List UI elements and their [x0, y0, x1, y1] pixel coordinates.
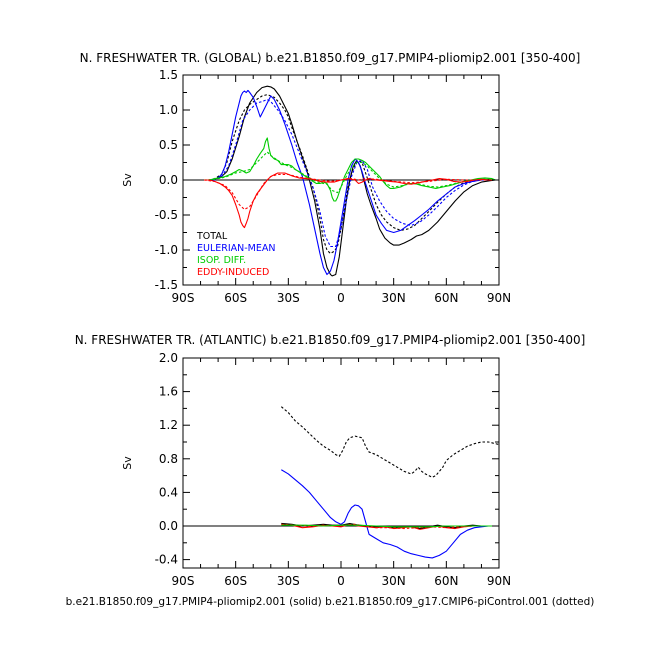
series-line-isop-diff: [281, 524, 496, 528]
atlantic-chart-panel: N. FRESHWATER TR. (ATLANTIC) b.e21.B1850…: [75, 333, 586, 588]
x-tick-label: 0: [337, 574, 345, 588]
series-line-isop-diff-control: [204, 151, 496, 194]
y-tick-label: 0.0: [159, 173, 178, 187]
chart-title: N. FRESHWATER TR. (ATLANTIC) b.e21.B1850…: [75, 333, 586, 347]
y-tick-label: 1.2: [159, 418, 178, 432]
footer-solid-caption: b.e21.B1850.f09_g17.PMIP4-pliomip2.001 (…: [65, 596, 322, 608]
legend-item-isop-diff: ISOP. DIFF.: [197, 255, 246, 266]
y-tick-label: 2.0: [159, 351, 178, 365]
series-line-eulerian-mean: [281, 469, 496, 559]
footer-caption: b.e21.B1850.f09_g17.PMIP4-pliomip2.001 (…: [0, 596, 660, 608]
global-chart-panel: N. FRESHWATER TR. (GLOBAL) b.e21.B1850.f…: [80, 51, 581, 305]
y-tick-label: -0.4: [155, 553, 178, 567]
x-tick-label: 30S: [277, 574, 300, 588]
x-tick-label: 60N: [434, 291, 458, 305]
series-line-isop-diff: [204, 137, 496, 202]
x-tick-label: 60S: [224, 291, 247, 305]
series-line-eddy-induced-control: [203, 173, 496, 210]
y-tick-label: 1.6: [159, 385, 178, 399]
footer-dotted-caption: b.e21.B1850.f09_g17.CMIP6-piControl.001 …: [325, 596, 595, 608]
y-tick-label: 0.5: [159, 138, 178, 152]
chart-title: N. FRESHWATER TR. (GLOBAL) b.e21.B1850.f…: [80, 51, 581, 65]
series-line-eulerian-mean-control: [204, 98, 496, 248]
y-tick-label: -1.0: [155, 243, 178, 257]
series-line-total-control: [204, 94, 496, 255]
y-axis-label: Sv: [121, 456, 134, 470]
y-tick-label: -1.5: [155, 278, 178, 292]
y-tick-label: 1.5: [159, 68, 178, 82]
x-tick-label: 60S: [224, 574, 247, 588]
y-tick-label: 0.0: [159, 519, 178, 533]
legend-item-total: TOTAL: [196, 231, 228, 242]
series-line-eddy-induced: [204, 172, 496, 229]
legend-item-eddy-induced: EDDY-INDUCED: [197, 267, 269, 278]
series-line-total-control: [280, 406, 500, 478]
x-tick-label: 0: [337, 291, 345, 305]
x-tick-label: 30S: [277, 291, 300, 305]
x-tick-label: 90S: [172, 574, 195, 588]
series-line-eddy-induced-control: [281, 523, 496, 530]
x-tick-label: 30N: [382, 291, 406, 305]
y-tick-label: -0.5: [155, 208, 178, 222]
series-line-total: [204, 85, 496, 277]
legend-item-eulerian-mean: EULERIAN-MEAN: [197, 243, 276, 254]
x-tick-label: 90S: [172, 291, 195, 305]
y-tick-label: 0.8: [159, 452, 178, 466]
x-tick-label: 30N: [382, 574, 406, 588]
series-line-eulerian-mean: [204, 89, 496, 276]
y-tick-label: 0.4: [159, 485, 178, 499]
plot-frame: [182, 357, 500, 569]
x-tick-label: 90N: [487, 574, 511, 588]
x-tick-label: 60N: [434, 574, 458, 588]
y-tick-label: 1.0: [159, 103, 178, 117]
x-tick-label: 90N: [487, 291, 511, 305]
y-axis-label: Sv: [121, 173, 134, 187]
